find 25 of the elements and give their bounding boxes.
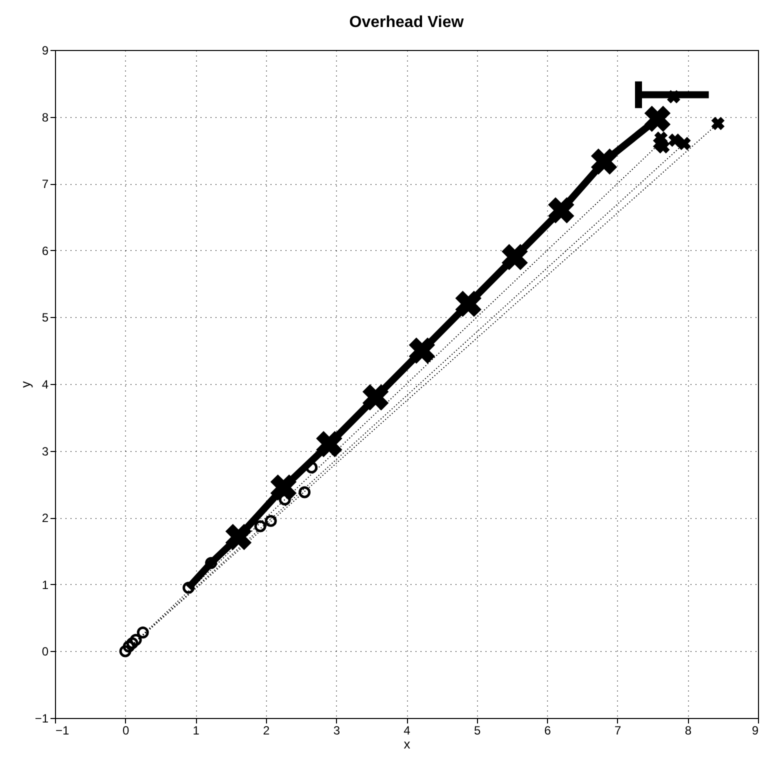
x-tick-label: 5 — [474, 724, 481, 738]
x-tick-label: −1 — [56, 724, 70, 738]
y-tick-label: 9 — [42, 44, 49, 58]
y-tick-label: 5 — [42, 310, 49, 325]
x-tick-label: 3 — [333, 724, 340, 738]
y-tick-label: −1 — [34, 712, 49, 726]
y-tick-label: 8 — [42, 110, 49, 124]
y-tick-label: 0 — [42, 644, 49, 659]
y-tick-label: 2 — [42, 511, 49, 526]
y-tick-label: 4 — [42, 378, 49, 392]
x-tick-label: 2 — [263, 724, 270, 738]
x-tick-label: 9 — [752, 724, 759, 738]
y-tick-label: 6 — [42, 244, 49, 258]
y-tick-label: 3 — [42, 444, 49, 458]
y-tick-label: 1 — [42, 578, 49, 592]
y-tick-label: 7 — [42, 177, 49, 192]
x-tick-label: 1 — [192, 724, 200, 738]
x-tick-label: 6 — [544, 724, 552, 738]
x-tick-label: 0 — [122, 724, 130, 738]
x-axis-title: x — [404, 736, 411, 752]
x-tick-label: 7 — [614, 724, 622, 738]
x-tick-label: 4 — [404, 724, 411, 738]
chart-title: Overhead View — [349, 14, 464, 31]
x-tick-label: 8 — [684, 724, 692, 738]
y-axis-title: y — [18, 380, 33, 388]
